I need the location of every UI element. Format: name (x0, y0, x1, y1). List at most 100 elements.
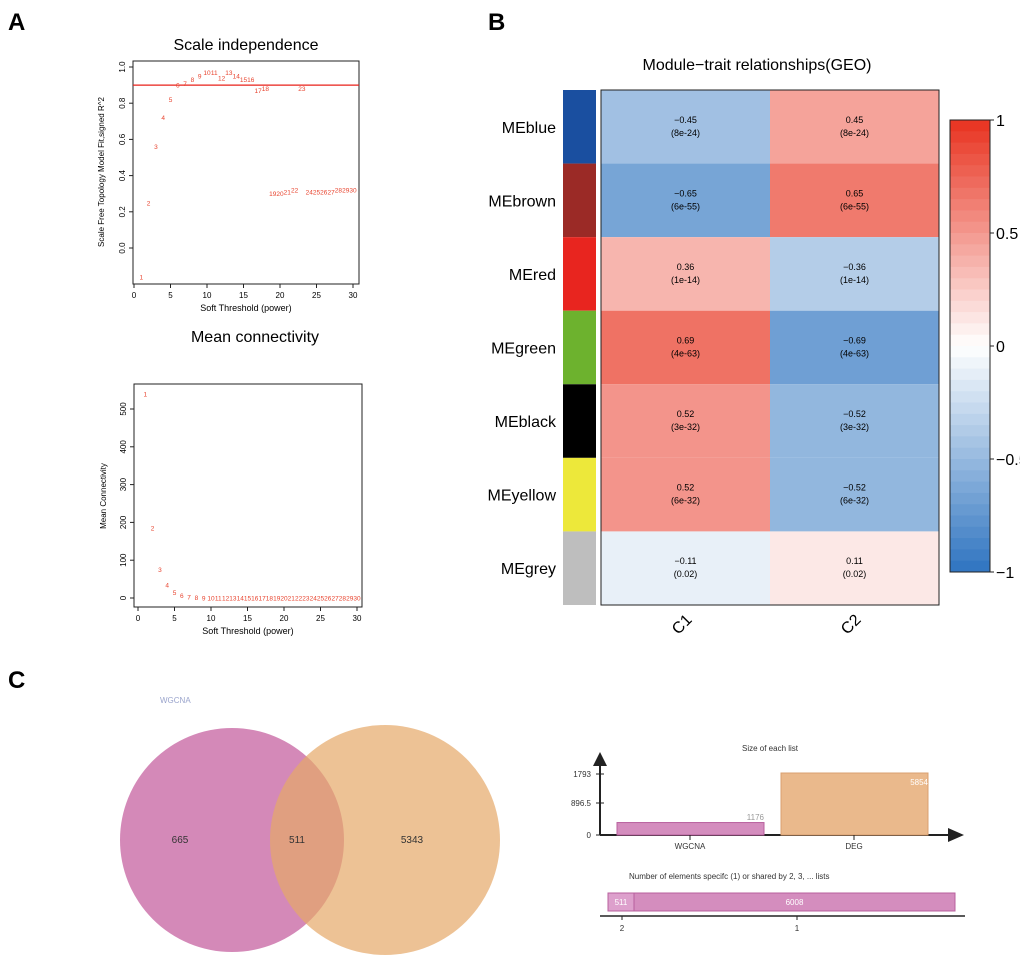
data-point: 5 (173, 590, 177, 597)
module-color-swatch (563, 310, 596, 385)
data-point: 25 (313, 189, 321, 196)
colorbar-segment (950, 165, 990, 177)
y-tick-label: 300 (119, 477, 128, 491)
cell-correlation: −0.69 (843, 336, 866, 346)
x-tick-label: 2 (620, 924, 625, 933)
cell-correlation: 0.52 (677, 483, 695, 493)
plot-frame (133, 383, 363, 608)
data-point: 23 (302, 596, 310, 603)
y-tick-label: 896.5 (571, 799, 592, 808)
data-point: 13 (225, 70, 233, 77)
x-tick-label: 15 (243, 614, 252, 623)
colorbar-segment (950, 244, 990, 257)
heatmap-cell (770, 237, 939, 311)
data-point: 11 (215, 595, 222, 602)
cell-pvalue: (6e-55) (840, 201, 869, 211)
panel-label-a: A (8, 9, 25, 36)
colorbar-segment (950, 346, 990, 358)
colorbar-segment (950, 526, 990, 539)
chart-title: Module−trait relationships(GEO) (643, 57, 872, 74)
colorbar-segment (950, 538, 990, 550)
colorbar-segment (950, 470, 990, 483)
data-point: 14 (237, 596, 245, 603)
colorbar-segment (950, 334, 990, 347)
data-point: 15 (240, 77, 248, 84)
bar-value-label: 1176 (747, 813, 765, 822)
row-label: MEred (509, 267, 556, 284)
data-point: 7 (183, 81, 187, 88)
data-point: 19 (273, 596, 281, 603)
x-tick-label: 25 (316, 614, 325, 623)
cell-correlation: 0.11 (846, 556, 863, 566)
colorbar-segment (950, 142, 990, 155)
data-point: 26 (320, 189, 328, 196)
row-label: MEbrown (488, 193, 556, 210)
segment-value-label: 511 (615, 898, 628, 907)
x-axis-arrow-icon (948, 828, 964, 842)
panel-label-c: C (8, 667, 25, 694)
data-point: 13 (229, 595, 237, 602)
data-point: 29 (346, 596, 354, 603)
data-point: 8 (195, 595, 199, 602)
data-point: 23 (298, 86, 306, 93)
colorbar-segment (950, 447, 990, 460)
data-point: 11 (211, 70, 218, 77)
colorbar-segment (950, 199, 990, 211)
colorbar-segment (950, 368, 990, 381)
list-size-chart: Size of each list 1793 896.5 0 1176 WGCNA 585… (571, 744, 964, 851)
data-point: 27 (331, 596, 339, 603)
colorbar-segment (950, 323, 990, 336)
data-point: 18 (262, 86, 270, 93)
cell-pvalue: (1e-14) (840, 275, 869, 285)
x-tick-label: WGCNA (675, 842, 706, 851)
colorbar-segment (950, 459, 990, 471)
y-tick-label: 0.0 (118, 242, 127, 254)
x-tick-label: 20 (276, 291, 285, 300)
chart-title: Size of each list (742, 744, 799, 753)
colorbar-segment (950, 153, 990, 166)
heatmap-cell (601, 90, 770, 164)
data-point: 24 (310, 596, 318, 603)
cell-correlation: 0.69 (677, 336, 695, 346)
data-point: 21 (284, 189, 292, 196)
y-tick-label: 0.8 (118, 97, 127, 109)
colorbar-tick-label: 0 (996, 339, 1005, 356)
data-point: 2 (151, 526, 155, 533)
data-point: 8 (191, 77, 195, 84)
data-point: 6 (180, 593, 184, 600)
module-color-swatch (563, 90, 596, 164)
data-point: 28 (335, 188, 343, 195)
data-point: 10 (203, 70, 211, 77)
x-axis-label: Soft Threshold (power) (202, 626, 293, 636)
data-point: 6 (176, 83, 180, 90)
colorbar-segment (950, 357, 990, 370)
shared-bar-segment (633, 892, 956, 912)
cell-correlation: −0.52 (843, 483, 866, 493)
heatmap-cell (601, 237, 770, 311)
heatmap-cell (770, 90, 939, 164)
colorbar-tick-label: 1 (996, 113, 1005, 130)
colorbar-segment (950, 492, 990, 505)
colorbar-segment (950, 402, 990, 415)
colorbar-segment (950, 515, 990, 528)
y-tick-label: 1.0 (118, 61, 127, 73)
data-point: 18 (266, 596, 274, 603)
data-point: 30 (349, 188, 357, 195)
venn-left-count: 665 (172, 835, 189, 846)
data-point: 22 (291, 188, 299, 195)
x-tick-label: 10 (203, 291, 212, 300)
data-point: 16 (247, 77, 255, 84)
colorbar-segment (950, 391, 990, 403)
colorbar-segment (950, 312, 990, 324)
row-label: MEblack (495, 414, 557, 431)
cell-correlation: 0.36 (677, 262, 695, 272)
row-label: MEyellow (488, 488, 557, 505)
heatmap-cell (770, 384, 939, 458)
y-tick-label: 100 (119, 553, 128, 567)
cell-correlation: −0.11 (674, 556, 696, 566)
data-point: 28 (339, 596, 347, 603)
data-point: 25 (317, 596, 325, 603)
cell-pvalue: (6e-32) (840, 496, 869, 506)
cell-correlation: 0.45 (846, 115, 864, 125)
data-point: 9 (198, 74, 202, 81)
